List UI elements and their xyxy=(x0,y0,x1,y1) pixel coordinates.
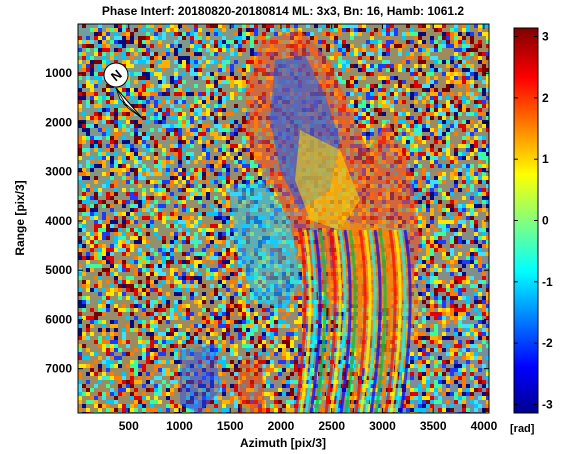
coherent-fringe-region xyxy=(180,30,420,413)
colorbar-tick-label: -2 xyxy=(542,336,553,350)
plot-frame xyxy=(77,23,490,414)
y-axis-label: Range [pix/3] xyxy=(13,180,27,255)
y-tick-label: 7000 xyxy=(45,362,72,376)
x-tick-label: 3500 xyxy=(420,419,447,433)
colorbar-tick-label: 2 xyxy=(542,91,549,105)
x-tick-label: 1000 xyxy=(166,419,193,433)
colorbar-unit: [rad] xyxy=(510,423,535,435)
x-tick-label: 4000 xyxy=(471,419,498,433)
north-arrow-icon: N xyxy=(103,62,143,119)
colorbar-tick-label: 1 xyxy=(542,152,549,166)
colorbar-tick-label: 3 xyxy=(542,30,549,44)
y-tick-label: 3000 xyxy=(45,165,72,179)
x-tick-label: 1500 xyxy=(217,419,244,433)
x-tick-label: 2500 xyxy=(318,419,345,433)
chart-title: Phase Interf: 20180820-20180814 ML: 3x3,… xyxy=(102,4,465,18)
y-tick-label: 5000 xyxy=(45,263,72,277)
plot-area xyxy=(78,24,489,413)
x-axis-label: Azimuth [pix/3] xyxy=(240,436,326,450)
y-tick-label: 2000 xyxy=(45,115,72,129)
colorbar-tick-label: -3 xyxy=(542,397,553,411)
y-tick-label: 1000 xyxy=(45,66,72,80)
colorbar-tick-label: 0 xyxy=(542,214,549,228)
y-tick-label: 6000 xyxy=(45,312,72,326)
colorbar-tick-label: -1 xyxy=(542,275,553,289)
y-axis: 1000 2000 3000 4000 5000 6000 7000 xyxy=(45,66,489,376)
x-tick-label: 500 xyxy=(119,419,139,433)
y-tick-label: 4000 xyxy=(45,214,72,228)
x-axis: 500 1000 1500 2000 2500 3000 3500 4000 xyxy=(119,24,498,433)
colorbar-axis: -3 -2 -1 0 1 2 3 xyxy=(514,30,553,411)
x-tick-label: 3000 xyxy=(369,419,396,433)
x-tick-label: 2000 xyxy=(268,419,295,433)
